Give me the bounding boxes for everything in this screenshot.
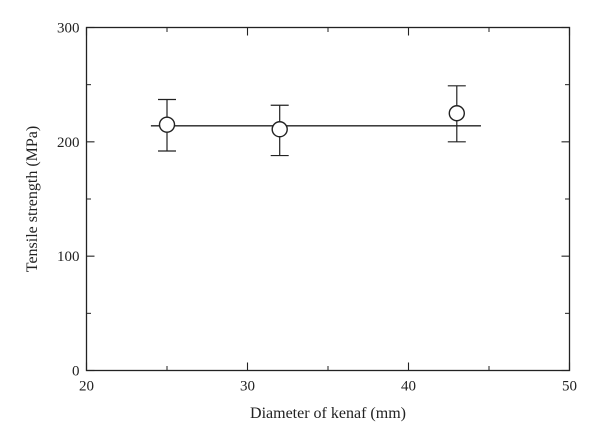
- plot-frame: [85, 26, 571, 372]
- y-axis-label: Tensile strength (MPa): [24, 126, 41, 272]
- x-axis-label: Diameter of kenaf (mm): [250, 405, 406, 422]
- data-points: [158, 105, 465, 138]
- data-point: [448, 105, 465, 122]
- error-bars: [158, 85, 466, 157]
- y-tick-label: 300: [57, 21, 80, 37]
- x-tick-label: 20: [79, 379, 94, 395]
- y-tick-label: 100: [57, 249, 80, 265]
- data-point: [271, 121, 288, 138]
- y-tick-label: 0: [72, 364, 80, 380]
- y-tick-label: 200: [57, 135, 80, 151]
- x-tick-label: 40: [401, 379, 416, 395]
- x-tick-label: 50: [562, 379, 577, 395]
- data-point: [158, 116, 176, 133]
- tick-labels: 20 30 40 50 0 100 200 300: [57, 21, 577, 395]
- x-tick-label: 30: [240, 379, 255, 395]
